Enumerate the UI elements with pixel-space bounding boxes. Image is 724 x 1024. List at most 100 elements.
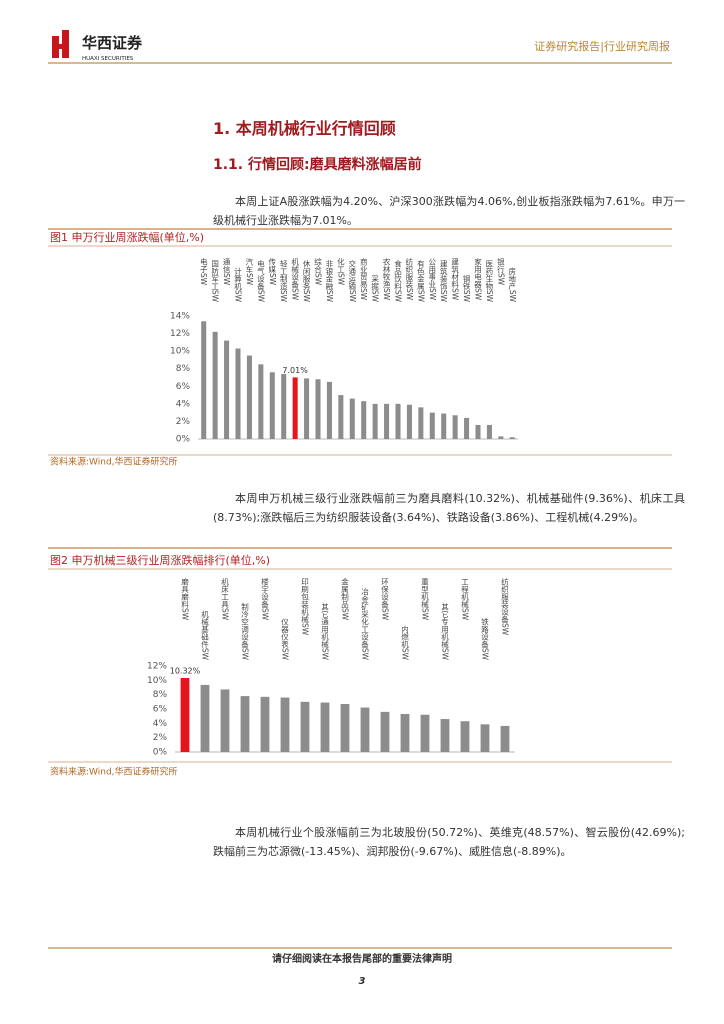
x-tick-label: 汽车SW [245, 257, 254, 286]
paragraph: 本周上证A股涨跌幅为4.20%、沪深300涨跌幅为4.06%,创业板指涨跌幅为7… [213, 195, 685, 227]
bar [486, 424, 492, 439]
bar [452, 415, 458, 439]
x-tick-label: 医药生物SW [485, 259, 494, 302]
figure-caption: 图2 申万机械三级行业周涨跌幅排行(单位,%) [50, 553, 270, 567]
bar [349, 398, 355, 439]
bar [372, 403, 378, 439]
bar [201, 321, 207, 439]
bar [260, 696, 270, 752]
bar [240, 696, 250, 752]
x-tick-label: 楼宇设备SW [260, 577, 269, 621]
bar [440, 719, 450, 752]
y-tick-label: 10% [147, 676, 167, 686]
bar [418, 407, 424, 439]
bar [292, 377, 298, 439]
x-tick-label: 纺织服装设备SW [500, 577, 509, 636]
report-type: 证券研究报告|行业研究周报 [534, 39, 670, 53]
x-tick-label: 休闲服务SW [302, 258, 311, 302]
bar [320, 702, 330, 752]
bar [315, 379, 321, 439]
bar [212, 331, 218, 439]
x-tick-label: 国防军工SW [210, 259, 219, 302]
bar [246, 355, 252, 439]
x-tick-label: 电子SW [199, 257, 208, 286]
x-tick-label: 食品饮料SW [393, 258, 402, 302]
y-tick-label: 2% [176, 417, 191, 427]
bar [326, 381, 332, 439]
x-tick-label: 房地产SW [508, 266, 517, 303]
bar [220, 689, 230, 752]
bar [475, 424, 481, 439]
x-tick-label: 商业贸易SW [359, 257, 368, 301]
y-tick-label: 0% [153, 748, 168, 758]
bar [420, 714, 430, 752]
x-tick-label: 重型机械SW [420, 578, 429, 621]
x-tick-label: 机床工具SW [220, 577, 229, 621]
x-tick-label: 纺织服装SW [405, 257, 414, 301]
x-tick-label: 环保设备SW [380, 578, 389, 621]
y-tick-label: 8% [153, 690, 168, 700]
x-tick-label: 内燃机SW [400, 624, 409, 661]
x-tick-label: 农林牧渔SW [382, 257, 391, 301]
x-tick-label: 铁路设备SW [480, 616, 489, 660]
x-tick-label: 有色金属SW [416, 258, 425, 302]
page-number: 3 [359, 976, 366, 987]
x-tick-label: 公用事业SW [428, 258, 437, 301]
x-tick-label: 其它专用机械SW [440, 602, 449, 660]
bar [395, 403, 401, 439]
paragraph: 本周机械行业个股涨幅前三为北玻股份(50.72%)、英维克(48.57%)、智云… [213, 826, 685, 858]
x-tick-label: 通信SW [222, 257, 231, 286]
value-label: 10.32% [170, 667, 201, 676]
bar [280, 697, 290, 752]
bar [340, 703, 350, 752]
y-tick-label: 4% [176, 399, 191, 409]
x-tick-label: 磨具磨料SW [180, 577, 189, 621]
x-tick-label: 金属制品SW [340, 577, 349, 621]
bar [429, 412, 435, 439]
y-tick-label: 12% [147, 662, 167, 672]
y-tick-label: 2% [153, 733, 168, 743]
bar [180, 678, 190, 752]
bar [500, 725, 510, 752]
logo-cn: 华西证券 [82, 34, 143, 52]
bar [509, 437, 515, 439]
source-note: 资料来源:Wind,华西证券研究所 [50, 456, 178, 468]
logo-en: HUAXI SECURITIES [82, 56, 134, 62]
figure-caption: 图1 申万行业周涨跌幅(单位,%) [50, 230, 204, 244]
bar [224, 340, 230, 439]
footer-notice: 请仔细阅读在本报告尾部的重要法律声明 [272, 952, 452, 965]
bar [269, 372, 275, 439]
x-tick-label: 其它通用机械SW [320, 602, 329, 660]
bar [300, 701, 310, 752]
x-tick-label: 机械设备SW [290, 257, 299, 301]
bar [360, 707, 370, 752]
x-tick-label: 印刷包装机械SW [300, 578, 309, 636]
heading-1: 1. 本周机械行业行情回顾 [213, 119, 396, 138]
x-tick-label: 交通运输SW [348, 258, 357, 302]
x-tick-label: 仪器仪表SW [280, 618, 289, 661]
bar [400, 714, 410, 752]
bar [338, 395, 344, 439]
bar [258, 364, 264, 439]
y-tick-label: 10% [170, 347, 190, 357]
value-label: 7.01% [282, 366, 308, 375]
x-tick-label: 传媒SW [268, 257, 277, 286]
logo-icon [52, 30, 69, 58]
y-tick-label: 6% [153, 705, 168, 715]
x-tick-label: 非银金融SW [325, 258, 334, 302]
x-tick-label: 机械基础件SW [200, 609, 209, 661]
y-tick-label: 12% [170, 329, 190, 339]
x-tick-label: 化工SW [336, 257, 345, 286]
x-tick-label: 建筑材料SW [450, 257, 459, 301]
x-tick-label: 工程机械SW [460, 578, 469, 621]
x-tick-label: 银行SW [496, 258, 505, 286]
bar [380, 711, 390, 752]
bar [441, 413, 447, 439]
bar [384, 403, 390, 439]
x-tick-label: 电气设备SW [256, 258, 265, 302]
bar [200, 684, 210, 752]
x-tick-label: 综合SW [313, 257, 322, 286]
x-tick-label: 冶金矿采化工设备SW [360, 586, 369, 660]
bar [464, 417, 470, 439]
